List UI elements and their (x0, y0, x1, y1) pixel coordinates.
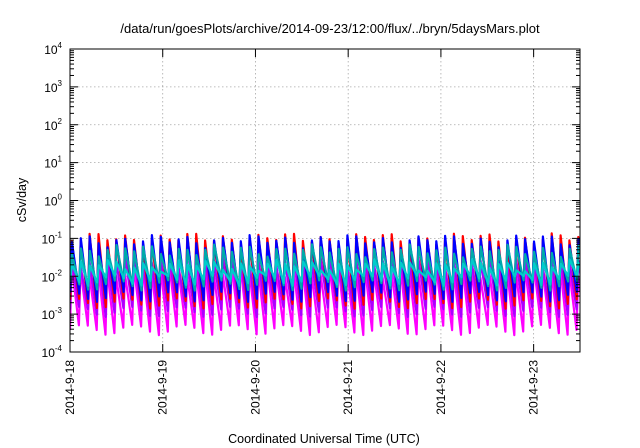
y-tick-label: 10-1 (42, 230, 63, 246)
y-tick-label: 10-3 (42, 306, 63, 322)
series-line (70, 263, 580, 337)
series-line (70, 232, 580, 310)
y-axis-label: cSv/day (15, 177, 29, 222)
x-tick-label: 2014-9-22 (434, 360, 448, 415)
y-tick-exponent: -4 (55, 344, 63, 353)
y-tick-exponent: -3 (55, 306, 63, 315)
y-tick-label: 102 (44, 117, 62, 133)
y-tick-exponent: 2 (58, 117, 63, 126)
series-line (70, 243, 580, 292)
x-tick-labels: 2014-9-18 2014-9-19 2014-9-20 2014-9-21 2014… (63, 360, 541, 415)
y-tick-label: 104 (44, 41, 62, 57)
y-tick-exponent: -2 (55, 268, 63, 277)
series-line (70, 234, 580, 303)
y-tick-base: 10 (42, 308, 56, 322)
y-tick-exponent: 4 (58, 41, 63, 50)
x-tick-label: 2014-9-23 (527, 360, 541, 415)
y-tick-base: 10 (42, 270, 56, 284)
y-tick-label: 100 (44, 193, 62, 209)
y-tick-base: 10 (42, 232, 56, 246)
x-tick-label: 2014-9-19 (156, 360, 170, 415)
y-tick-label: 101 (44, 155, 62, 171)
x-tick-label: 2014-9-18 (63, 360, 77, 415)
tick-marks (69, 48, 580, 353)
y-tick-exponent: 1 (58, 155, 63, 164)
y-tick-label: 103 (44, 79, 62, 95)
series-layer (70, 232, 580, 337)
y-tick-base: 10 (44, 43, 58, 57)
y-tick-base: 10 (42, 346, 56, 360)
x-axis-label: Coordinated Universal Time (UTC) (228, 432, 420, 446)
y-tick-base: 10 (44, 195, 58, 209)
y-tick-base: 10 (44, 81, 58, 95)
y-tick-exponent: 3 (58, 79, 63, 88)
y-tick-exponent: -1 (55, 230, 63, 239)
y-tick-base: 10 (44, 157, 58, 171)
y-tick-base: 10 (44, 119, 58, 133)
chart-title: /data/run/goesPlots/archive/2014-09-23/1… (120, 21, 540, 36)
x-tick-label: 2014-9-21 (341, 360, 355, 415)
series-line (70, 258, 580, 287)
y-tick-label: 10-2 (42, 268, 63, 284)
y-tick-exponent: 0 (58, 193, 63, 202)
y-tick-label: 10-4 (42, 344, 63, 360)
series-line (70, 252, 580, 319)
x-tick-label: 2014-9-20 (248, 360, 262, 415)
